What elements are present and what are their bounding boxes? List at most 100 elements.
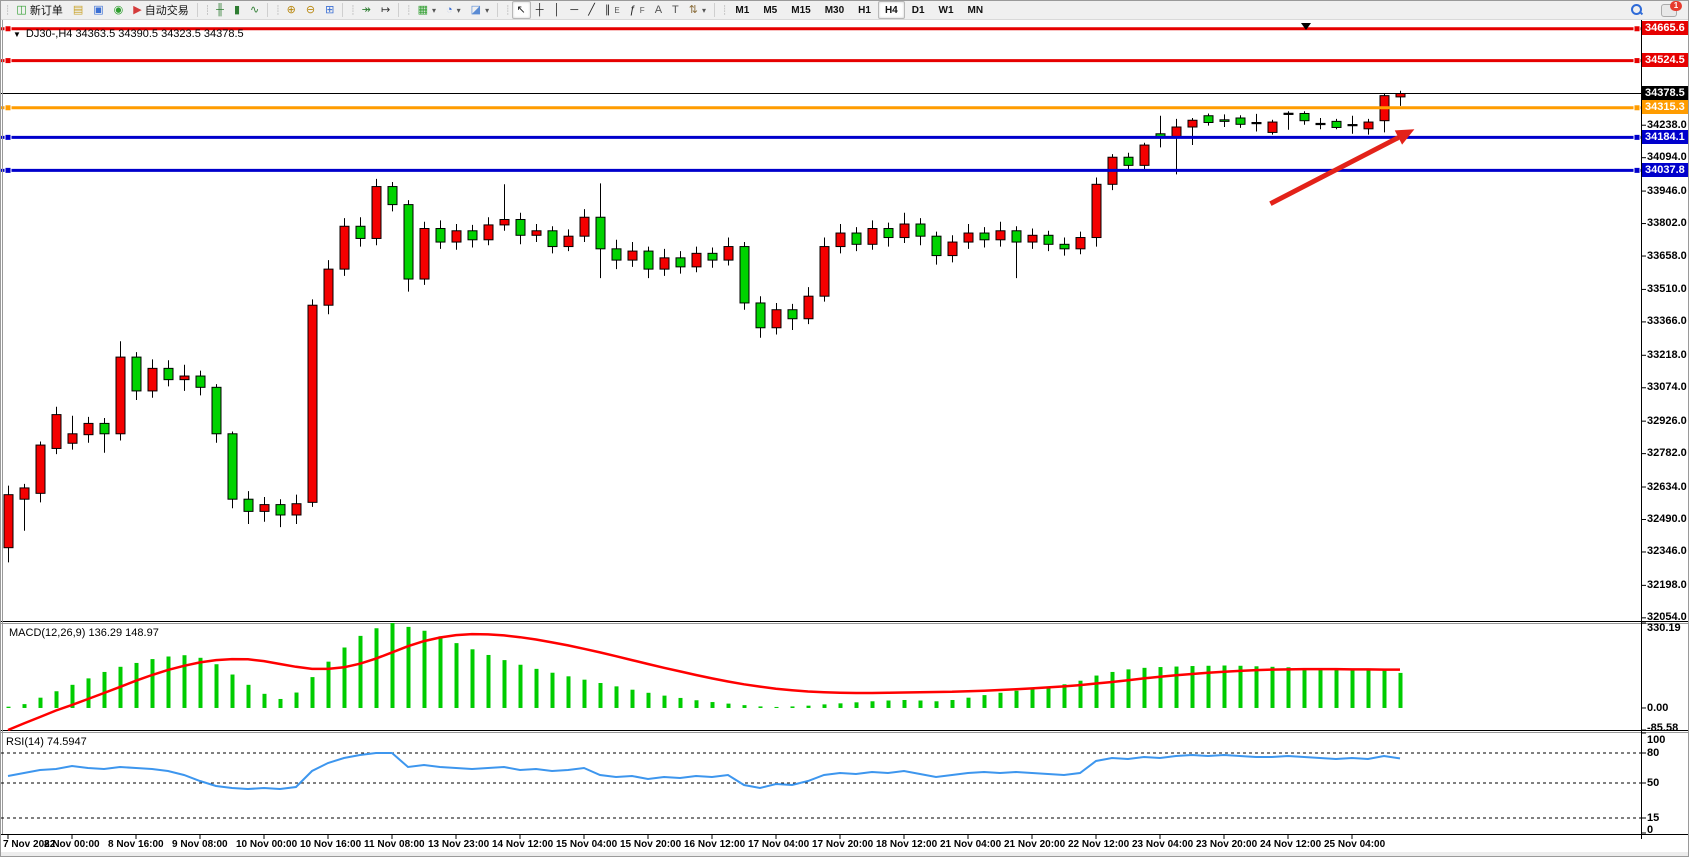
terminal-button[interactable]: ▣ — [88, 1, 108, 19]
autotrading-button[interactable]: ▶ 自动交易 — [128, 1, 193, 19]
candle-body — [643, 250, 654, 270]
timeframe-w1-button[interactable]: W1 — [932, 1, 961, 19]
price-axis-label: 32490.0 — [1647, 512, 1687, 525]
toolbar-separator — [196, 3, 198, 17]
line-handle-marker[interactable] — [1633, 133, 1641, 141]
chart-background — [1, 19, 1688, 834]
line-handle-marker[interactable] — [4, 104, 12, 112]
candle-body — [275, 504, 286, 516]
candle-body — [979, 232, 990, 241]
bar-chart-button[interactable]: ╫ — [211, 1, 229, 19]
timeframe-m5-button-label: M5 — [763, 4, 778, 16]
time-axis-label: 21 Nov 04:00 — [940, 839, 1002, 850]
line-chart-button[interactable]: ∿ — [245, 1, 264, 19]
toolbar-grip: ┊ — [350, 4, 356, 15]
candle-body — [339, 225, 350, 270]
window-bottom-strip — [1, 852, 1688, 856]
label-button[interactable]: T — [667, 1, 684, 19]
price-axis-label: 32198.0 — [1647, 578, 1687, 591]
chart-dropdown-icon[interactable]: ▼ — [13, 30, 21, 39]
candle-body — [755, 302, 766, 329]
horizontal-line-button[interactable]: ─ — [565, 1, 583, 19]
cursor-button[interactable]: ↖ — [511, 1, 531, 19]
line-handle-marker[interactable] — [4, 133, 12, 141]
crosshair-button[interactable]: ┼ — [531, 1, 549, 19]
timeframe-m1-button-label: M1 — [735, 4, 750, 16]
autotrading-button-label: 自动交易 — [144, 5, 189, 17]
candle-body — [1171, 126, 1182, 137]
macd-indicator-label: MACD(12,26,9) 136.29 148.97 — [9, 627, 159, 639]
new-chart-button[interactable]: ▦ ▾ — [413, 1, 441, 19]
bar-chart-icon: ╫ — [216, 4, 224, 16]
market-depth-button[interactable]: ▤ — [68, 1, 88, 19]
line-handle-marker[interactable] — [1633, 25, 1641, 33]
line-handle-marker[interactable] — [1633, 104, 1641, 112]
time-axis-label: 8 Nov 00:00 — [44, 839, 100, 850]
line-handle-marker[interactable] — [4, 57, 12, 65]
timeframe-m1-button[interactable]: M1 — [728, 1, 756, 19]
line-handle-marker[interactable] — [4, 166, 12, 174]
terminal-icon: ▣ — [93, 4, 104, 16]
candle-body — [67, 433, 78, 444]
rsi-axis-label: 50 — [1647, 777, 1660, 789]
profiles-button[interactable]: ◔ ▾ — [441, 1, 466, 19]
zoom-in-button[interactable]: ⊕ — [282, 1, 301, 19]
timeframe-m30-button[interactable]: M30 — [818, 1, 851, 19]
trend-arrow-head[interactable] — [1394, 129, 1415, 145]
auto-scroll-button[interactable]: ↠ — [357, 1, 376, 19]
timeframe-d1-button[interactable]: D1 — [905, 1, 932, 19]
line-handle-marker[interactable] — [1633, 57, 1641, 65]
toolbar-separator — [342, 3, 344, 17]
navigator-button[interactable]: ◉ — [109, 1, 129, 19]
zoom-out-button[interactable]: ⊖ — [301, 1, 320, 19]
candle-body — [419, 228, 430, 280]
candle-body — [131, 356, 142, 392]
toolbar-right-group: 1 — [1626, 1, 1682, 19]
candle-body — [1251, 122, 1262, 125]
timeframe-h4-button-label: H4 — [884, 4, 898, 16]
candle-body — [675, 257, 686, 268]
chart-shift-marker-icon[interactable] — [1301, 23, 1311, 30]
timeframe-m5-button[interactable]: M5 — [756, 1, 784, 19]
price-line-badge: 34524.5 — [1642, 53, 1688, 68]
glyph-sub-label: E — [614, 5, 620, 15]
timeframe-m30-button-label: M30 — [824, 4, 845, 16]
candle-body — [1283, 112, 1294, 115]
vertical-line-button[interactable]: │ — [549, 1, 566, 19]
candle-body — [51, 414, 62, 449]
timeframe-d1-button-label: D1 — [911, 4, 925, 16]
timeframe-mn-button[interactable]: MN — [961, 1, 991, 19]
time-axis-label: 9 Nov 08:00 — [172, 839, 228, 850]
text-button[interactable]: A — [650, 1, 667, 19]
candle-body — [1315, 122, 1326, 126]
line-handle-marker[interactable] — [1633, 166, 1641, 174]
auto-scroll-icon: ↠ — [361, 4, 371, 16]
glyph-sub-label: F — [639, 5, 645, 15]
new-order-button[interactable]: ◫ 新订单 — [11, 1, 67, 19]
price-axis-label: 33658.0 — [1647, 249, 1687, 262]
candle-body — [483, 224, 494, 241]
search-button[interactable] — [1626, 1, 1648, 19]
templates-button[interactable]: ◪ ▾ — [466, 1, 494, 19]
price-axis-label: 33218.0 — [1647, 348, 1687, 361]
arrows-button[interactable]: ⇅ ▾ — [684, 1, 711, 19]
candle-body — [835, 232, 846, 248]
time-axis-label: 7 Nov 2022 — [3, 839, 56, 850]
alerts-button[interactable]: 1 — [1656, 1, 1682, 19]
chart-shift-button[interactable]: ↦ — [376, 1, 395, 19]
timeframe-h1-button[interactable]: H1 — [851, 1, 878, 19]
line-handle-marker[interactable] — [4, 25, 12, 33]
trendline-button[interactable]: ╱ — [583, 1, 600, 19]
new-chart-icon: ▦ — [417, 4, 428, 16]
tile-windows-button[interactable]: ⊞ — [320, 1, 339, 19]
timeframe-h4-button[interactable]: H4 — [877, 1, 905, 19]
time-axis-label: 23 Nov 20:00 — [1196, 839, 1258, 850]
candlestick-button[interactable]: ▮ — [229, 1, 245, 19]
trend-arrow-line[interactable] — [1269, 135, 1400, 206]
channel-button[interactable]: ∥ E — [600, 1, 625, 19]
timeframe-m15-button[interactable]: M15 — [784, 1, 817, 19]
